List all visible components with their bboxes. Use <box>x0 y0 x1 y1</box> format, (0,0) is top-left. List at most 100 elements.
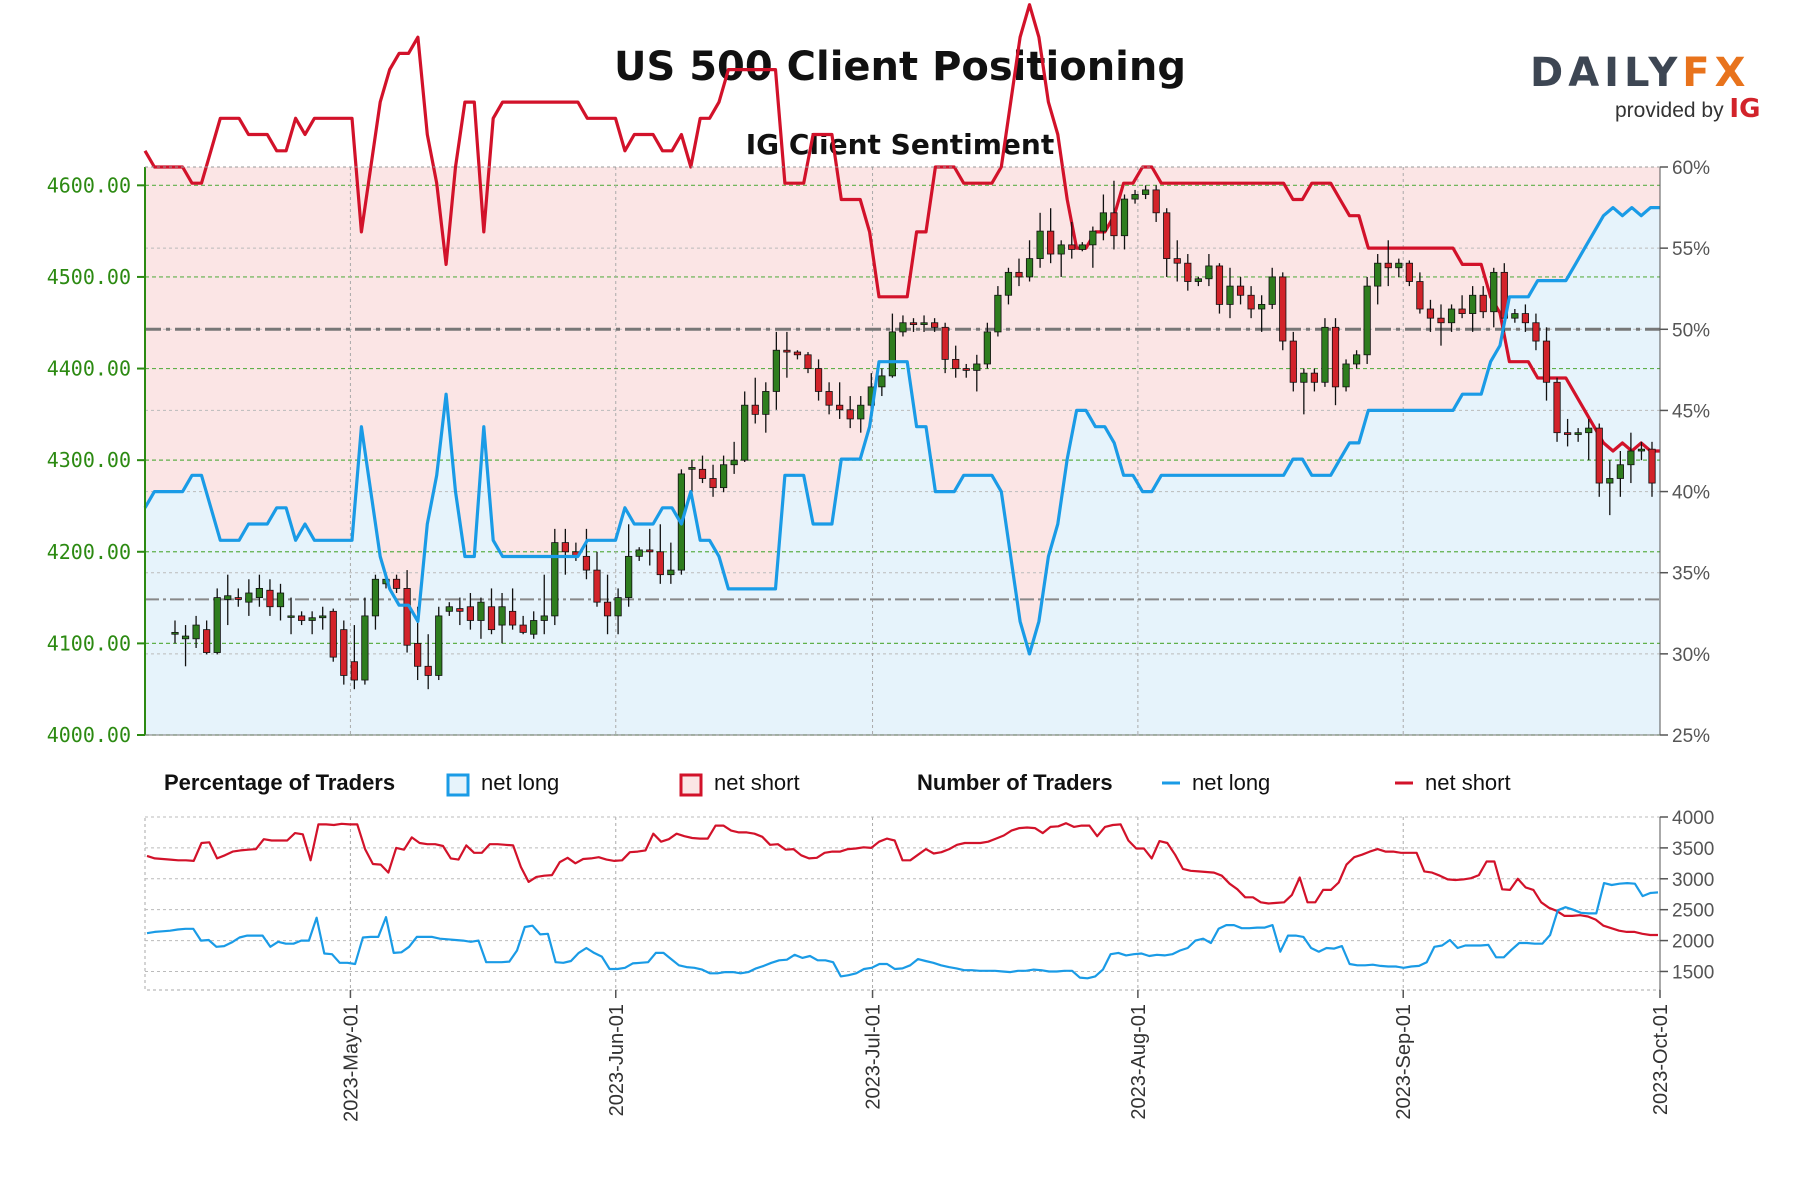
bullish-candle <box>1469 286 1477 332</box>
bullish-candle <box>276 583 285 621</box>
bearish-candle <box>519 615 527 635</box>
candle-body <box>1068 244 1076 250</box>
bearish-candle <box>203 620 211 655</box>
candle-body <box>1184 262 1192 282</box>
traders-frame <box>144 816 1661 991</box>
candle-body <box>1606 478 1614 484</box>
candle-body <box>1595 427 1603 484</box>
candle-body <box>224 595 232 600</box>
candle-body <box>1173 258 1181 264</box>
candle-body <box>941 326 949 360</box>
candle-body <box>245 592 253 603</box>
bullish-candle <box>1194 276 1202 287</box>
bearish-candle <box>1289 331 1297 392</box>
bearish-candle <box>804 352 812 374</box>
bullish-candle <box>551 528 559 626</box>
candle-body <box>308 617 316 621</box>
legend-num-short-label: net short <box>1425 770 1511 795</box>
bullish-candle <box>1036 212 1044 268</box>
bearish-candle <box>709 464 717 497</box>
candle-body <box>1426 308 1435 319</box>
bullish-candle <box>888 313 897 378</box>
date-tick-label: 2023-Jul-01 <box>863 1004 885 1110</box>
bearish-candle <box>1247 286 1255 319</box>
candle-body <box>1268 276 1276 305</box>
candle-body <box>1648 448 1656 484</box>
bearish-candle <box>1521 304 1529 332</box>
bullish-candle <box>983 322 991 369</box>
bearish-candle <box>1426 299 1435 332</box>
bearish-candle <box>1532 313 1540 351</box>
candle-body <box>403 588 411 646</box>
bearish-candle <box>1279 272 1287 351</box>
bullish-candle <box>1606 460 1614 516</box>
candle-body <box>1331 326 1340 388</box>
candle-body <box>931 322 939 328</box>
bullish-candle <box>1342 359 1350 392</box>
candle-body <box>909 322 918 325</box>
bearish-candle <box>466 593 475 630</box>
bullish-candle <box>171 620 179 644</box>
bullish-candle <box>287 597 295 635</box>
bearish-candle <box>836 382 844 419</box>
price-tick-label: 4100.00 <box>47 631 131 655</box>
bullish-candle <box>1321 318 1329 387</box>
candle-body <box>561 542 569 553</box>
bearish-candle <box>1152 185 1160 222</box>
candle-body <box>1025 258 1034 278</box>
candle-body <box>498 606 506 626</box>
bearish-candle <box>941 322 949 374</box>
bullish-candle <box>1395 258 1403 277</box>
candle-body <box>276 592 285 608</box>
candle-body <box>203 629 211 653</box>
bullish-candle <box>477 597 485 639</box>
bearish-candle <box>1331 318 1340 406</box>
bearish-candle <box>1564 418 1572 447</box>
candle-body <box>1574 432 1582 435</box>
bearish-candle <box>392 574 401 593</box>
date-tick-label: 2023-Sep-01 <box>1393 1004 1415 1120</box>
bearish-candle <box>403 570 411 653</box>
price-tick-label: 4200.00 <box>47 540 131 564</box>
bearish-candle <box>1405 260 1413 287</box>
candle-body <box>414 642 422 667</box>
price-candles <box>171 180 1656 690</box>
candle-body <box>973 363 981 371</box>
candle-body <box>846 409 854 420</box>
bearish-candle <box>582 528 591 580</box>
candle-body <box>392 578 401 589</box>
bearish-candle <box>340 620 348 685</box>
candle-body <box>1532 322 1540 342</box>
bullish-candle <box>625 524 633 607</box>
candle-body <box>762 391 770 415</box>
candle-body <box>1205 265 1213 280</box>
bearish-candle <box>814 359 823 401</box>
bullish-candle <box>181 625 190 667</box>
bullish-candle <box>1142 185 1150 200</box>
candle-body <box>466 606 475 621</box>
candle-body <box>1479 294 1487 313</box>
candle-body <box>878 375 886 388</box>
bearish-candle <box>1215 263 1224 314</box>
bullish-candle <box>1226 267 1234 319</box>
candle-body <box>772 349 780 392</box>
candle-body <box>1416 281 1424 310</box>
candle-body <box>1142 189 1150 195</box>
candle-body <box>1490 271 1498 313</box>
candle-body <box>656 551 664 576</box>
bullish-candle <box>730 441 738 474</box>
candle-body <box>287 615 295 618</box>
candle-body <box>1279 276 1287 342</box>
candle-body <box>1542 340 1551 383</box>
bearish-candle <box>646 528 654 566</box>
bullish-candle <box>1078 242 1086 252</box>
date-tick-label: 2023-May-01 <box>340 1004 362 1122</box>
bullish-candle <box>224 574 232 626</box>
bullish-candle <box>1057 240 1065 277</box>
candle-body <box>456 608 464 612</box>
bearish-candle <box>1236 276 1245 305</box>
date-axis: 2023-May-01 2023-Jun-01 2023-Jul-01 2023-Au… <box>340 990 1672 1122</box>
candle-body <box>371 578 380 617</box>
bearish-candle <box>1542 327 1551 401</box>
bullish-candle <box>1363 276 1371 364</box>
